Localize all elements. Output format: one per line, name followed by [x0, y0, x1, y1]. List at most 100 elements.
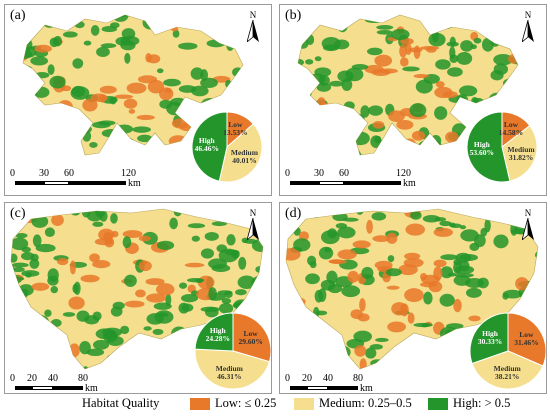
north-arrow-icon: N [518, 10, 538, 42]
scale-unit: km [360, 383, 373, 394]
pie-label-high-name: High [473, 140, 490, 150]
panel-label: (c) [10, 206, 26, 221]
scale-tick-label: 0 [285, 373, 290, 384]
scale-segment [44, 181, 69, 185]
pie-label-high-pct: 24.28% [205, 334, 230, 344]
scale-unit: km [128, 178, 141, 189]
panel-label: (b) [285, 8, 302, 23]
legend-title: Habitat Quality [82, 396, 160, 410]
scale-tick-label: 80 [78, 373, 88, 384]
pie-slice-high [194, 312, 234, 352]
scale-segment [290, 181, 319, 185]
legend-swatch-low [190, 398, 210, 410]
pie-label-medium: Medium 38.21% [493, 365, 521, 381]
habitat-pie-chart [194, 312, 271, 390]
scale-segment [32, 386, 53, 390]
habitat-map [10, 208, 264, 370]
panel-label: (a) [10, 8, 26, 23]
pie-label-medium-name: Medium [493, 364, 521, 374]
scale-tick-label: 60 [339, 168, 349, 179]
panel-d: (d) N Low 31.46% Medium 38.21% High 30.33% 0 20 40… [279, 202, 547, 394]
scale-tick-label: 120 [121, 168, 136, 179]
scale-tick-label: 20 [27, 373, 37, 384]
scale-tick-label: 30 [39, 168, 49, 179]
legend-label-low: Low: ≤ 0.25 [215, 396, 277, 410]
pie-slice-medium [471, 350, 544, 390]
pie-label-medium-name: Medium [230, 148, 258, 158]
scale-tick-label: 40 [48, 373, 58, 384]
pie-label-low: Low 13.53% [221, 119, 249, 137]
scale-tick-label: 60 [64, 168, 74, 179]
scale-unit: km [403, 178, 416, 189]
legend: Habitat Quality Low: ≤ 0.25 Medium: 0.25… [0, 392, 550, 414]
pie-label-medium-pct: 31.82% [508, 152, 534, 162]
pie-label-high-pct: 46.46% [194, 143, 219, 153]
pie-label-high-name: High [482, 329, 498, 339]
pie-slice-high [469, 312, 509, 365]
scale-segment [290, 386, 307, 390]
habitat-map [297, 14, 519, 156]
pie-label-high: High 53.60% [468, 141, 496, 157]
pie-slice-medium [501, 124, 538, 182]
pie-label-medium: Medium 46.31% [215, 363, 243, 381]
pie-label-high-pct: 30.33% [477, 337, 503, 347]
legend-label-medium: Medium: 0.25–0.5 [319, 396, 412, 410]
pie-label-low-pct: 31.46% [514, 337, 539, 347]
habitat-pie-chart [191, 111, 263, 183]
north-arrow-icon: N [243, 208, 263, 240]
panel-a: (a) N Low 13.53% Medium 40.01% High 46.46% 0 30 60… [4, 4, 272, 196]
pie-label-high: High 24.28% [204, 327, 232, 343]
panel-label: (d) [285, 206, 302, 221]
scale-unit: km [85, 383, 98, 394]
legend-swatch-medium [294, 398, 314, 410]
north-arrow-icon: N [243, 10, 263, 42]
pie-label-medium: Medium 40.01% [230, 149, 258, 165]
north-arrow-icon: N [518, 208, 538, 240]
pie-label-low: Low 29.60% [237, 328, 265, 346]
legend-swatch-high [428, 398, 448, 410]
scale-tick-label: 40 [323, 373, 333, 384]
pie-label-medium-name: Medium [507, 144, 535, 154]
scale-tick-label: 80 [353, 373, 363, 384]
pie-label-low: Low 14.58% [497, 119, 525, 137]
scale-tick-label: 0 [285, 168, 290, 179]
pie-label-medium: Medium 31.82% [507, 144, 535, 162]
scale-segment [328, 386, 358, 390]
pie-label-low-pct: 14.58% [498, 127, 524, 137]
pie-label-high-pct: 53.60% [469, 148, 495, 158]
pie-slice-high [466, 111, 511, 183]
scale-segment [307, 386, 328, 390]
pie-label-high: High 30.33% [476, 330, 504, 346]
pie-label-high: High 46.46% [193, 135, 221, 153]
panel-b: (b) N Low 14.58% Medium 31.82% High 53.60% 0 30 60… [279, 4, 547, 196]
scale-segment [15, 181, 44, 185]
pie-slice-low [507, 312, 546, 367]
scale-tick-label: 30 [314, 168, 324, 179]
pie-label-low-pct: 13.53% [223, 127, 248, 137]
scale-tick-label: 0 [10, 373, 15, 384]
scale-segment [319, 181, 344, 185]
habitat-pie-chart [466, 111, 538, 183]
pie-label-high-name: High [209, 326, 226, 336]
pie-slice-high [191, 111, 228, 182]
scale-segment [69, 181, 126, 185]
pie-label-low-pct: 29.60% [238, 336, 263, 346]
pie-label-medium-pct: 46.31% [217, 371, 242, 381]
pie-slice-medium [218, 123, 263, 183]
scale-segment [15, 386, 32, 390]
scale-tick-label: 120 [396, 168, 411, 179]
pie-label-low-name: Low [503, 119, 519, 129]
panel-c: (c) N Low 29.60% Medium 46.31% High 24.28% 0 20 40… [4, 202, 272, 394]
pie-slice-low [232, 312, 271, 363]
scale-tick-label: 20 [302, 373, 312, 384]
legend-label-high: High: > 0.5 [453, 396, 511, 410]
pie-label-low-name: Low [228, 119, 243, 129]
scale-segment [344, 181, 401, 185]
pie-label-medium-pct: 40.01% [232, 156, 257, 166]
habitat-pie-chart [469, 312, 546, 390]
pie-label-low: Low 31.46% [512, 330, 540, 347]
scale-tick-label: 0 [10, 168, 15, 179]
pie-label-medium-name: Medium [215, 363, 243, 373]
pie-label-high-name: High [198, 135, 215, 145]
pie-label-low-name: Low [243, 328, 258, 338]
